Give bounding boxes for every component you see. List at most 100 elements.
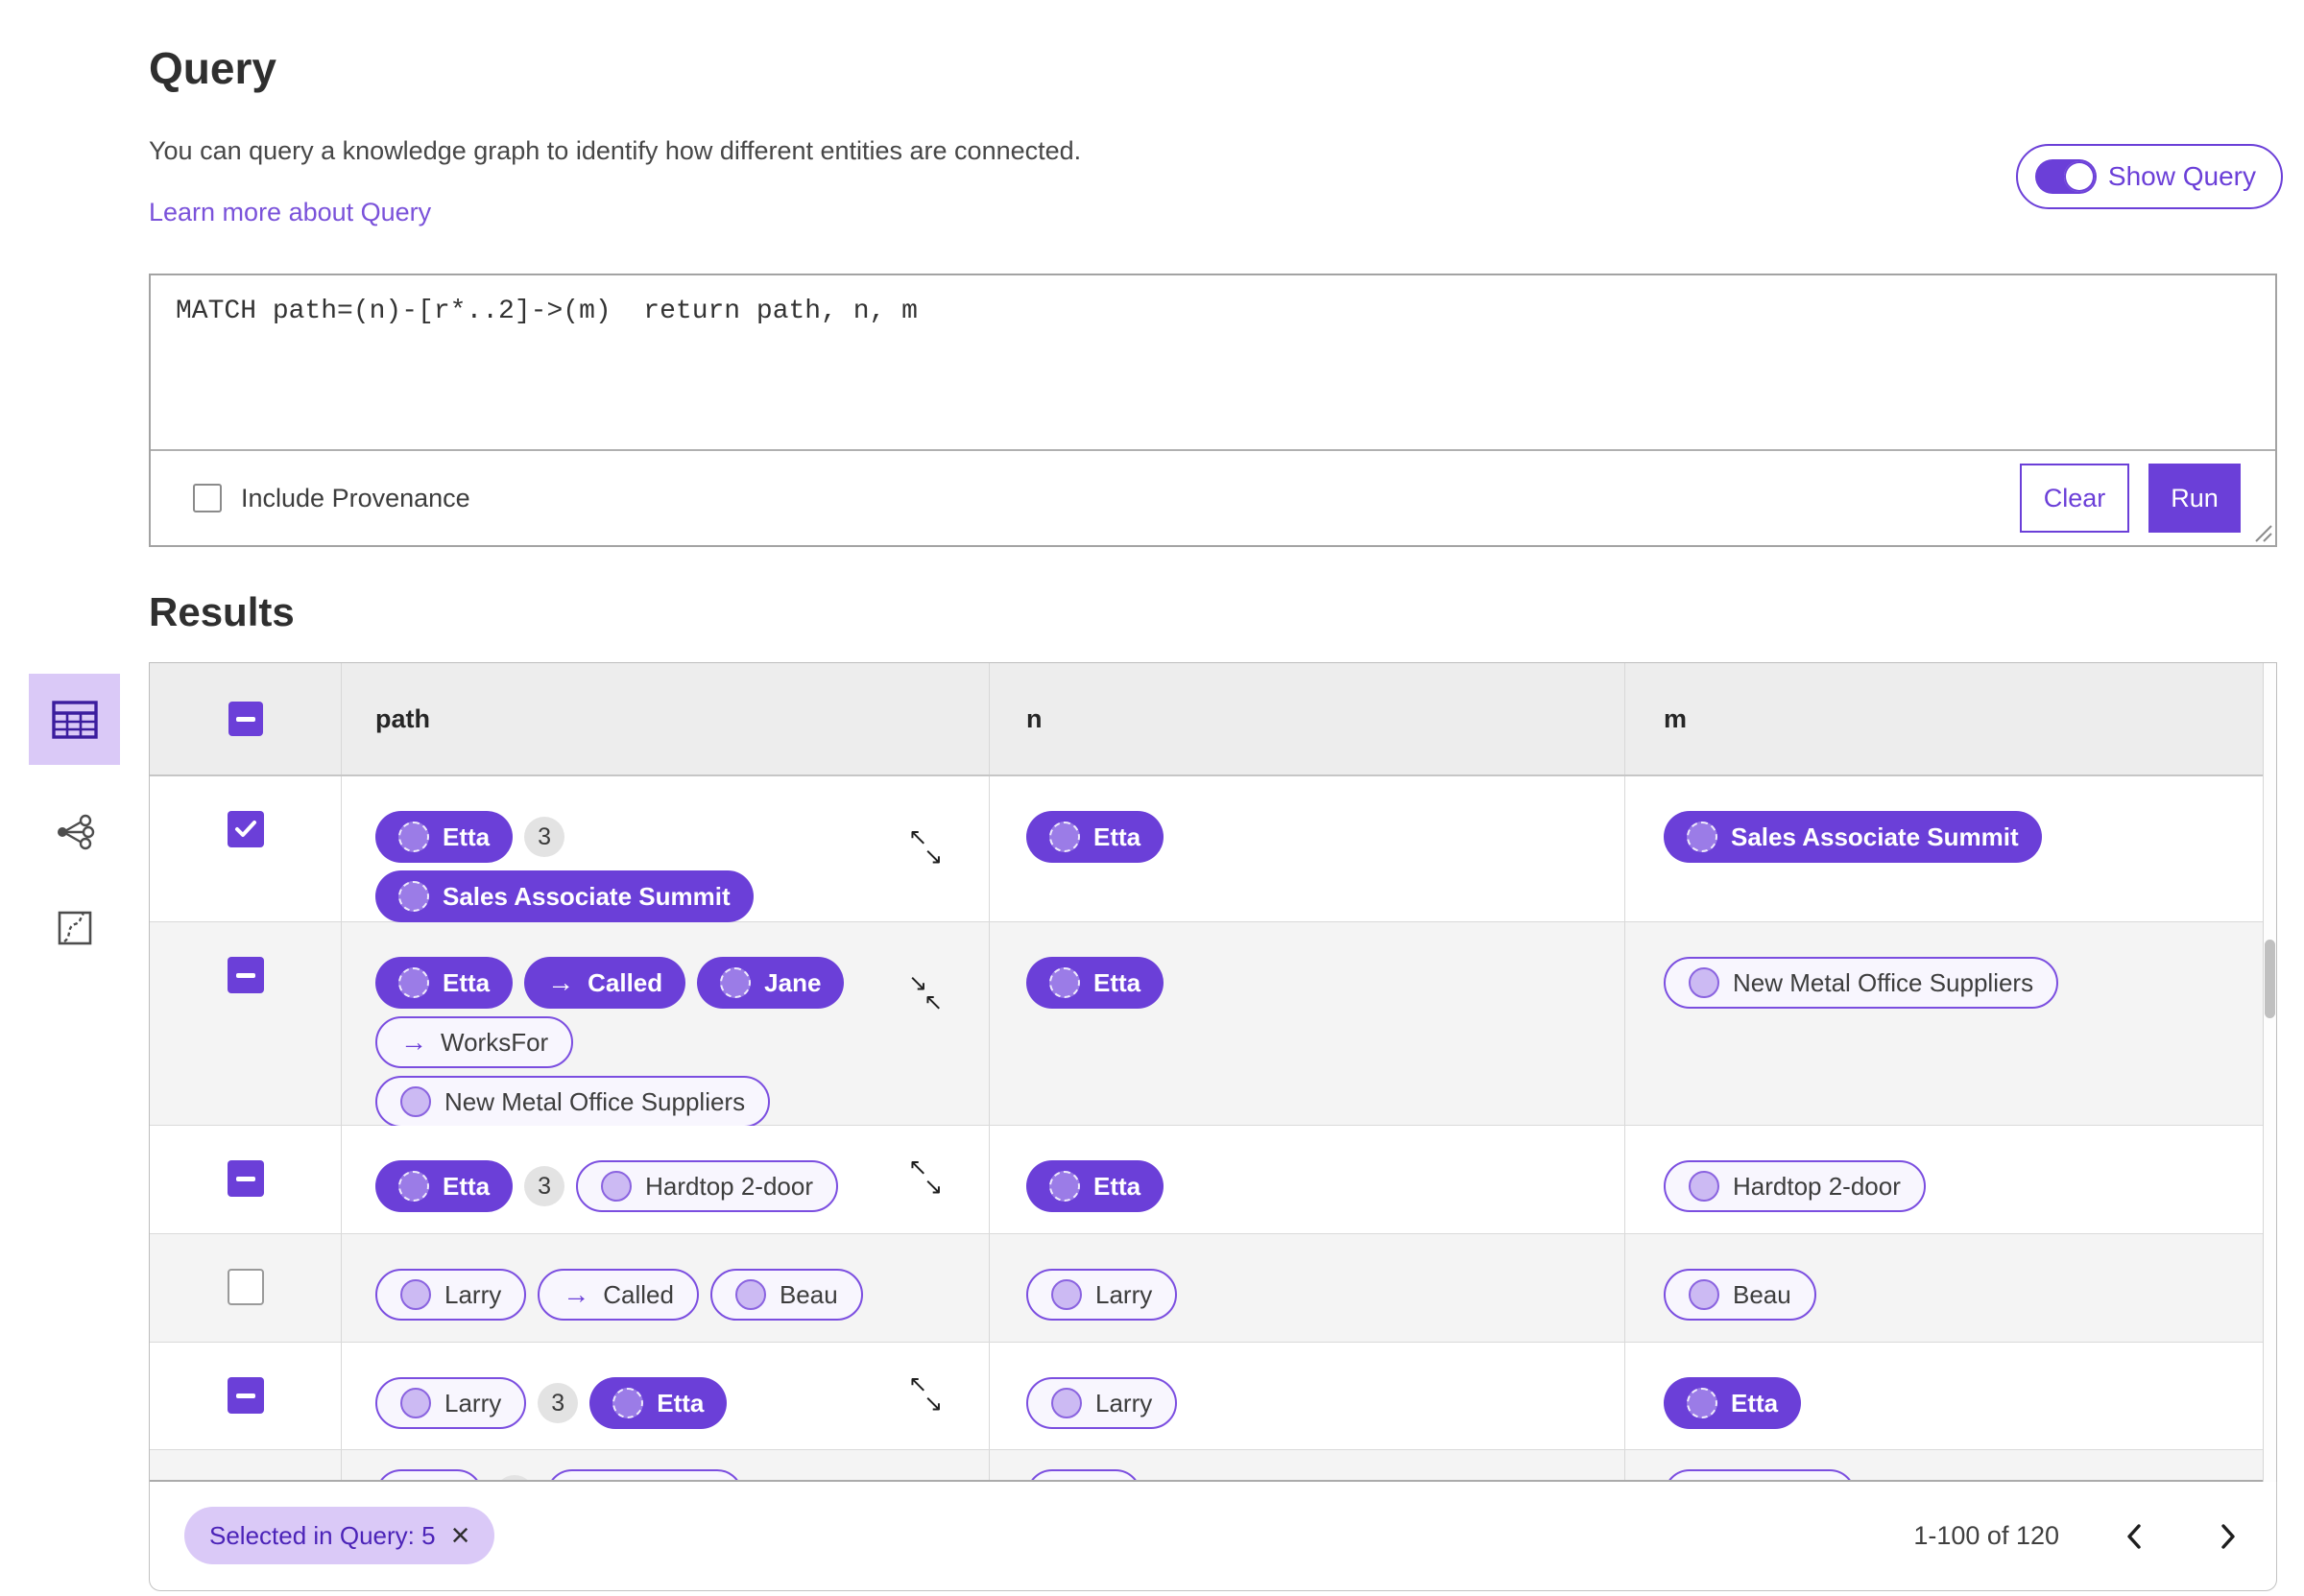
count-badge[interactable]: 3: [524, 817, 565, 857]
results-table-body: Etta 3 Sales Associate Summit ↖ ↘ Etta Sales A…: [150, 776, 2276, 1482]
pill-label: Beau: [1733, 1279, 1791, 1309]
table-row: [150, 1450, 2276, 1480]
view-switcher: [29, 674, 120, 957]
row-checkbox-indeterminate[interactable]: [227, 957, 264, 993]
row-checkbox-indeterminate[interactable]: [227, 1160, 264, 1197]
prev-page-button[interactable]: [2115, 1517, 2153, 1556]
count-badge[interactable]: [494, 1475, 535, 1480]
node-pill[interactable]: Hardtop 2-door: [576, 1160, 839, 1212]
node-circle-icon: [612, 1388, 644, 1418]
cell-path: [342, 1450, 990, 1480]
node-pill[interactable]: [1664, 1469, 1856, 1480]
cell-path: Larry → Called Beau: [342, 1234, 990, 1342]
node-pill[interactable]: New Metal Office Suppliers: [375, 1076, 771, 1128]
next-page-button[interactable]: [2209, 1517, 2247, 1556]
table-row: Etta 3 Sales Associate Summit ↖ ↘ Etta Sales A…: [150, 776, 2276, 922]
query-editor-textarea[interactable]: MATCH path=(n)-[r*..2]->(m) return path,…: [151, 275, 2275, 451]
node-circle-icon: [398, 881, 429, 912]
expand-icon[interactable]: ↖ ↘: [908, 1373, 947, 1417]
pill-label: Larry: [444, 1388, 502, 1417]
run-button[interactable]: Run: [2148, 464, 2241, 533]
expand-icon[interactable]: ↖ ↘: [908, 1156, 947, 1201]
node-circle-icon: [1051, 1279, 1082, 1310]
node-pill[interactable]: Larry: [375, 1377, 527, 1429]
column-label-n: n: [1026, 703, 1043, 733]
column-label-path: path: [375, 703, 430, 733]
learn-more-link[interactable]: Learn more about Query: [149, 198, 432, 226]
query-description: You can query a knowledge graph to ident…: [149, 136, 1082, 165]
node-pill[interactable]: [375, 1469, 483, 1480]
toggle-switch-icon[interactable]: [2034, 159, 2097, 194]
node-pill[interactable]: Etta: [1026, 1160, 1164, 1212]
cell-m: Etta: [1625, 1343, 2265, 1449]
cell-n: Etta: [990, 776, 1625, 921]
arrow-glyph: ↖: [908, 824, 928, 850]
resize-handle-icon[interactable]: [2250, 520, 2273, 543]
count-badge[interactable]: 3: [524, 1166, 565, 1206]
count-badge[interactable]: 3: [538, 1383, 579, 1423]
node-pill[interactable]: Etta: [1664, 1377, 1802, 1429]
node-pill[interactable]: Hardtop 2-door: [1664, 1160, 1926, 1212]
node-pill[interactable]: [546, 1469, 743, 1480]
include-provenance-checkbox[interactable]: Include Provenance: [193, 484, 470, 513]
node-pill[interactable]: Etta: [1026, 811, 1164, 863]
query-footer: Include Provenance Clear Run: [151, 451, 2275, 545]
node-pill[interactable]: Sales Associate Summit: [375, 870, 754, 922]
clear-button[interactable]: Clear: [2020, 464, 2129, 533]
edge-pill[interactable]: → Called: [524, 957, 686, 1009]
cell-m: [1625, 1450, 2265, 1480]
table-row: Larry 3 Etta ↖ ↘ Larry Etta: [150, 1343, 2276, 1450]
cell-m: Sales Associate Summit: [1625, 776, 2265, 921]
edge-arrow-icon: →: [400, 1027, 427, 1057]
pill-label: New Metal Office Suppliers: [444, 1086, 746, 1116]
row-checkbox-checked[interactable]: [227, 811, 264, 847]
collapse-icon[interactable]: ↘ ↖: [908, 972, 947, 1016]
pill-label: Etta: [443, 967, 491, 997]
header-checkbox-cell: [150, 663, 342, 774]
table-row: Larry → Called Beau Larry Beau: [150, 1234, 2276, 1343]
row-checkbox-unchecked[interactable]: [227, 1269, 264, 1305]
node-pill[interactable]: Etta: [375, 1160, 514, 1212]
checkbox-unchecked-icon[interactable]: [193, 484, 222, 512]
node-pill[interactable]: Etta: [375, 811, 514, 863]
select-all-checkbox[interactable]: [228, 702, 263, 736]
pill-label: Hardtop 2-door: [645, 1171, 814, 1201]
edge-pill[interactable]: → Called: [538, 1269, 699, 1321]
node-pill[interactable]: Etta: [589, 1377, 728, 1429]
expand-icon[interactable]: ↖ ↘: [908, 826, 947, 870]
show-query-toggle[interactable]: Show Query: [2015, 144, 2283, 209]
pill-label: Called: [603, 1279, 674, 1309]
arrow-glyph: ↘: [908, 970, 928, 996]
map-view-button[interactable]: [29, 899, 120, 957]
node-pill[interactable]: Etta: [1026, 957, 1164, 1009]
node-circle-icon: [400, 1279, 431, 1310]
node-pill[interactable]: New Metal Office Suppliers: [1664, 957, 2059, 1009]
arrow-glyph: ↘: [924, 1391, 944, 1417]
node-pill[interactable]: Larry: [375, 1269, 527, 1321]
node-pill[interactable]: Larry: [1026, 1269, 1178, 1321]
cell-path: Larry 3 Etta ↖ ↘: [342, 1343, 990, 1449]
graph-view-button[interactable]: [29, 803, 120, 861]
table-view-button[interactable]: [29, 674, 120, 765]
node-pill[interactable]: Larry: [1026, 1377, 1178, 1429]
n-pill-line: Etta: [1026, 811, 1624, 863]
node-pill[interactable]: Etta: [375, 957, 514, 1009]
node-pill[interactable]: Beau: [1664, 1269, 1816, 1321]
chip-close-icon[interactable]: ×: [450, 1517, 470, 1554]
selected-in-query-chip[interactable]: Selected in Query: 5 ×: [184, 1507, 495, 1564]
path-pill-line: New Metal Office Suppliers: [375, 1076, 989, 1128]
edge-pill[interactable]: → WorksFor: [375, 1016, 574, 1068]
n-pill-line: [1026, 1469, 1624, 1480]
node-pill[interactable]: Jane: [697, 957, 845, 1009]
node-circle-icon: [1049, 967, 1080, 998]
row-checkbox-indeterminate[interactable]: [227, 1377, 264, 1414]
edge-arrow-icon: →: [547, 967, 575, 997]
path-pill-line: [375, 1469, 989, 1480]
node-pill[interactable]: [1026, 1469, 1141, 1480]
cell-path: Etta 3 Sales Associate Summit ↖ ↘: [342, 776, 990, 922]
chevron-left-icon: [2127, 1523, 2141, 1549]
node-pill[interactable]: Sales Associate Summit: [1664, 811, 2042, 863]
scrollbar-thumb[interactable]: [2265, 940, 2275, 1018]
node-pill[interactable]: Beau: [709, 1269, 863, 1321]
cell-m: New Metal Office Suppliers: [1625, 922, 2265, 1125]
